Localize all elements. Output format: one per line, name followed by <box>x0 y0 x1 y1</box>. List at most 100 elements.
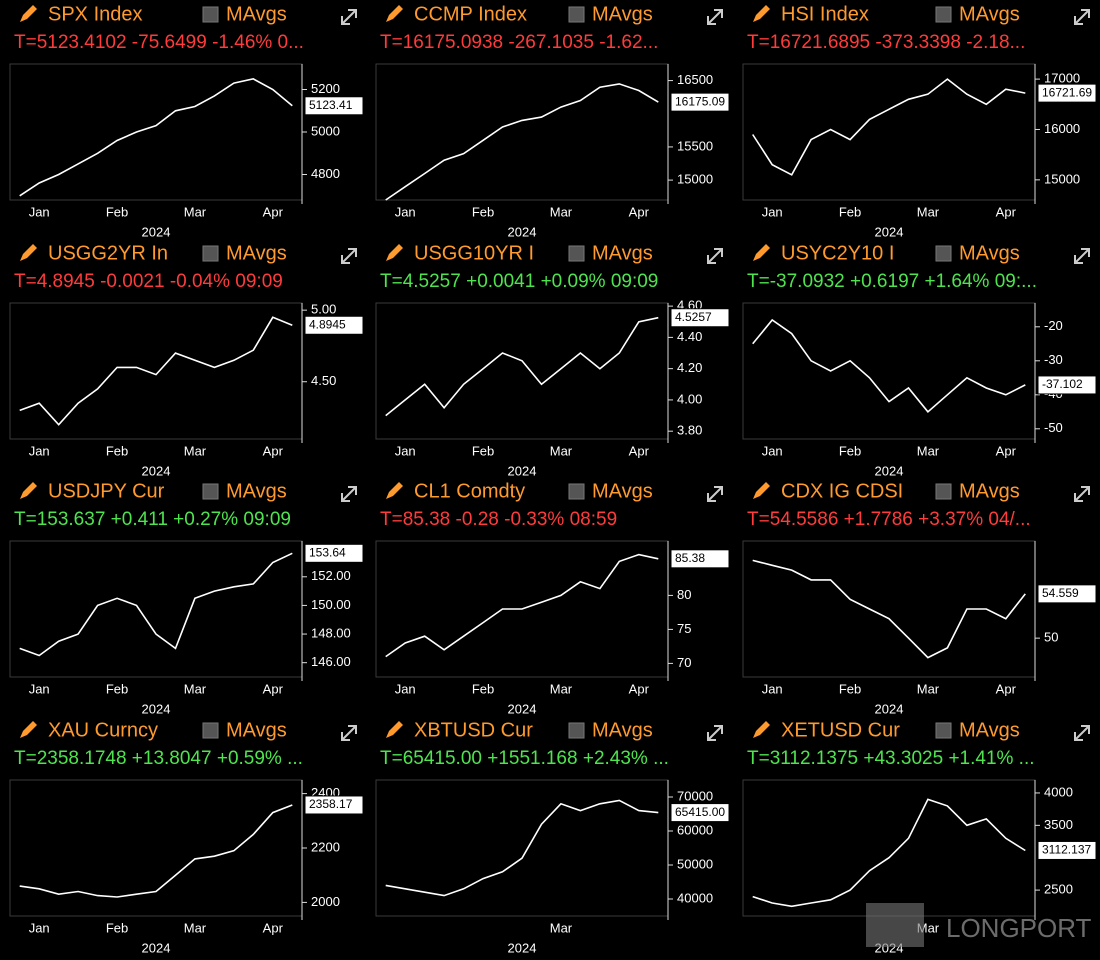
toggle-box <box>935 483 952 500</box>
toggle-box <box>202 6 219 23</box>
x-tick-label: Jan <box>29 920 50 935</box>
y-tick-label: 50000 <box>677 856 713 871</box>
y-tick-label: 40000 <box>677 890 713 905</box>
x-tick-label: Apr <box>263 920 284 935</box>
y-tick-label: 16000 <box>1044 121 1080 136</box>
chart-title: USYC2Y10 I <box>781 242 894 264</box>
x-tick-label: Feb <box>106 204 128 219</box>
chart-panel: HSI Index MAvgs T=16721.6895 -373.3398 -2.… <box>742 3 1097 239</box>
x-tick-label: Jan <box>762 204 783 219</box>
expand-icon <box>341 725 357 741</box>
last-value-tag <box>304 543 364 563</box>
toggle-label: MAvgs <box>959 3 1020 25</box>
x-tick-label: Mar <box>550 681 573 696</box>
toggle-box <box>202 245 219 262</box>
quote-line: T=5123.4102 -75.6499 -1.46% 0... <box>14 32 304 53</box>
y-tick-label: 146.00 <box>311 654 351 669</box>
expand-icon <box>1074 248 1090 264</box>
x-tick-label: Mar <box>184 204 207 219</box>
last-value-label: 65415.00 <box>675 805 725 819</box>
quote-line: T=2358.1748 +13.8047 +0.59% ... <box>14 748 303 769</box>
x-tick-label: Apr <box>996 204 1017 219</box>
x-tick-label: Jan <box>762 681 783 696</box>
quote-line: T=54.5586 +1.7786 +3.37% 04/... <box>747 509 1031 530</box>
last-value-label: 16721.69 <box>1042 85 1092 99</box>
edit-icon <box>386 482 403 499</box>
chart-title: SPX Index <box>48 3 143 25</box>
x-tick-label: Apr <box>263 443 284 458</box>
chart-title: XETUSD Cur <box>781 719 900 741</box>
chart-panel: USGG10YR I MAvgs T=4.5257 +0.0041 +0.09% 0… <box>375 242 730 478</box>
x-tick-label: Mar <box>184 443 207 458</box>
x-axis-label: 2024 <box>142 463 171 478</box>
y-tick-label: 4.00 <box>677 391 702 406</box>
x-tick-label: Jan <box>395 204 416 219</box>
quote-line: T=16175.0938 -267.1035 -1.62... <box>380 32 658 53</box>
price-line <box>19 316 293 426</box>
toggle-label: MAvgs <box>959 719 1020 741</box>
x-tick-label: Mar <box>917 681 940 696</box>
last-value-tag <box>304 315 364 335</box>
y-tick-label: -20 <box>1044 318 1063 333</box>
x-tick-label: Apr <box>996 681 1017 696</box>
y-tick-label: 70000 <box>677 788 713 803</box>
price-line <box>19 804 293 898</box>
y-tick-label: 15000 <box>677 172 713 187</box>
quote-line: T=4.8945 -0.0021 -0.04% 09:09 <box>14 271 283 292</box>
last-value-tag <box>304 96 364 116</box>
x-tick-label: Mar <box>550 920 573 935</box>
toggle-label: MAvgs <box>959 480 1020 502</box>
expand-icon <box>341 9 357 25</box>
watermark: LONGPORT <box>946 913 1092 943</box>
expand-icon <box>341 248 357 264</box>
edit-icon <box>753 244 770 261</box>
y-tick-label: 148.00 <box>311 625 351 640</box>
y-tick-label: 4800 <box>311 166 340 181</box>
last-value-tag <box>1037 375 1097 395</box>
toggle-label: MAvgs <box>592 480 653 502</box>
last-value-tag <box>670 308 730 328</box>
quote-line: T=-37.0932 +0.6197 +1.64% 09:... <box>747 271 1037 292</box>
quote-line: T=3112.1375 +43.3025 +1.41% ... <box>747 748 1035 769</box>
x-tick-label: Jan <box>29 681 50 696</box>
chart-title: CDX IG CDSI <box>781 480 903 502</box>
y-tick-label: 3500 <box>1044 817 1073 832</box>
x-tick-label: Feb <box>839 204 861 219</box>
quote-line: T=4.5257 +0.0041 +0.09% 09:09 <box>380 271 658 292</box>
toggle-box <box>935 6 952 23</box>
toggle-box <box>568 6 585 23</box>
x-tick-label: Jan <box>395 681 416 696</box>
x-tick-label: Jan <box>29 443 50 458</box>
quote-line: T=16721.6895 -373.3398 -2.18... <box>747 32 1025 53</box>
chart-panel: USGG2YR In MAvgs T=4.8945 -0.0021 -0.04% 0… <box>9 242 364 478</box>
toggle-box <box>935 245 952 262</box>
price-line <box>19 552 293 657</box>
y-tick-label: 4.20 <box>677 360 702 375</box>
expand-icon <box>1074 9 1090 25</box>
last-value-tag <box>670 92 730 112</box>
last-value-label: 85.38 <box>675 551 705 565</box>
y-tick-label: 4.50 <box>311 373 336 388</box>
x-tick-label: Feb <box>106 920 128 935</box>
last-value-label: 4.8945 <box>309 317 346 331</box>
y-tick-label: 5000 <box>311 123 340 138</box>
chart-title: USDJPY Cur <box>48 480 165 502</box>
y-tick-label: 152.00 <box>311 568 351 583</box>
x-axis-label: 2024 <box>508 463 537 478</box>
x-tick-label: Apr <box>629 443 650 458</box>
x-tick-label: Jan <box>395 443 416 458</box>
last-value-tag <box>670 549 730 569</box>
price-line <box>752 559 1026 659</box>
edit-icon <box>753 721 770 738</box>
chart-panel: CDX IG CDSI MAvgs T=54.5586 +1.7786 +3.37%… <box>742 480 1097 716</box>
y-tick-label: 75 <box>677 621 691 636</box>
toggle-box <box>202 483 219 500</box>
chart-panel: XAU Curncy MAvgs T=2358.1748 +13.8047 +0.5… <box>9 719 364 955</box>
last-value-label: 153.64 <box>309 545 346 559</box>
x-tick-label: Mar <box>550 443 573 458</box>
toggle-label: MAvgs <box>226 242 287 264</box>
x-axis-label: 2024 <box>508 224 537 239</box>
